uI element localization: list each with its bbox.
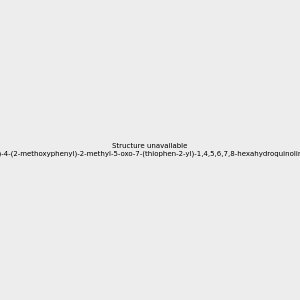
Text: Structure unavailable
N-(3-fluorophenyl)-4-(2-methoxyphenyl)-2-methyl-5-oxo-7-(t: Structure unavailable N-(3-fluorophenyl)… — [0, 143, 300, 157]
